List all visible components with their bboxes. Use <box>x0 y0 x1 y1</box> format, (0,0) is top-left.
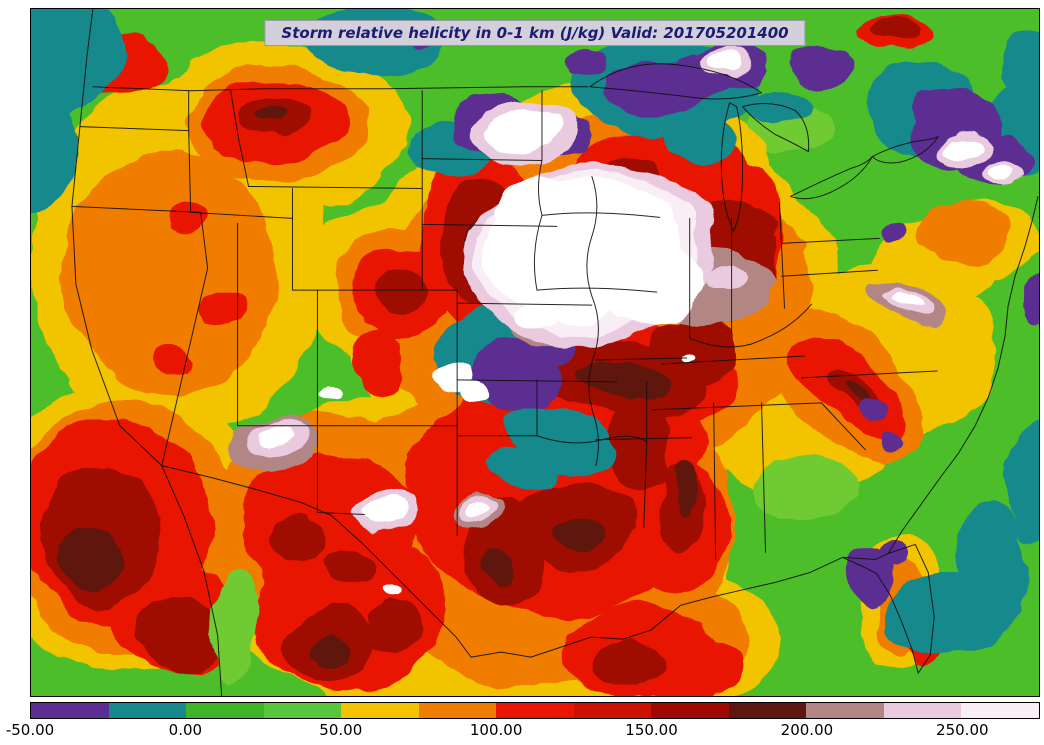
colorbar-segment <box>883 703 962 718</box>
colorbar-segment <box>341 703 419 718</box>
colorbar-ticks: -50.00 0.00 50.00 100.00 150.00 200.00 250.00 <box>6 721 1040 741</box>
colorbar-segment <box>806 703 884 718</box>
colorbar-tick-label: 200.00 <box>780 721 834 739</box>
colorbar-segment <box>728 703 807 718</box>
plot-title-box: Storm relative helicity in 0-1 km (J/kg)… <box>264 20 806 46</box>
colorbar-tick-label: 250.00 <box>936 721 989 739</box>
contour-field <box>31 9 1039 696</box>
colorbar-segment <box>573 703 652 718</box>
colorbar-segment <box>496 703 574 718</box>
colorbar-segment <box>263 703 342 718</box>
colorbar-tick-label: 100.00 <box>469 721 523 739</box>
colorbar-segment <box>418 703 497 718</box>
colorbar-tick-label: 150.00 <box>625 721 678 739</box>
colorbar-tick-label: 0.00 <box>168 721 203 739</box>
colorbar-segment <box>108 703 187 718</box>
colorbar-segment <box>961 703 1039 718</box>
colorbar-tick-label: -50.00 <box>5 721 55 739</box>
colorbar <box>30 702 1040 719</box>
colorbar-segment <box>31 703 109 718</box>
colorbar-segment <box>186 703 264 718</box>
colorbar-segment <box>651 703 729 718</box>
plot-title: Storm relative helicity in 0-1 km (J/kg)… <box>281 24 789 42</box>
helicity-field-map <box>31 9 1039 696</box>
map-plot-area: Storm relative helicity in 0-1 km (J/kg)… <box>30 8 1040 697</box>
colorbar-tick-label: 50.00 <box>319 721 363 739</box>
state-boundaries <box>71 9 1039 696</box>
